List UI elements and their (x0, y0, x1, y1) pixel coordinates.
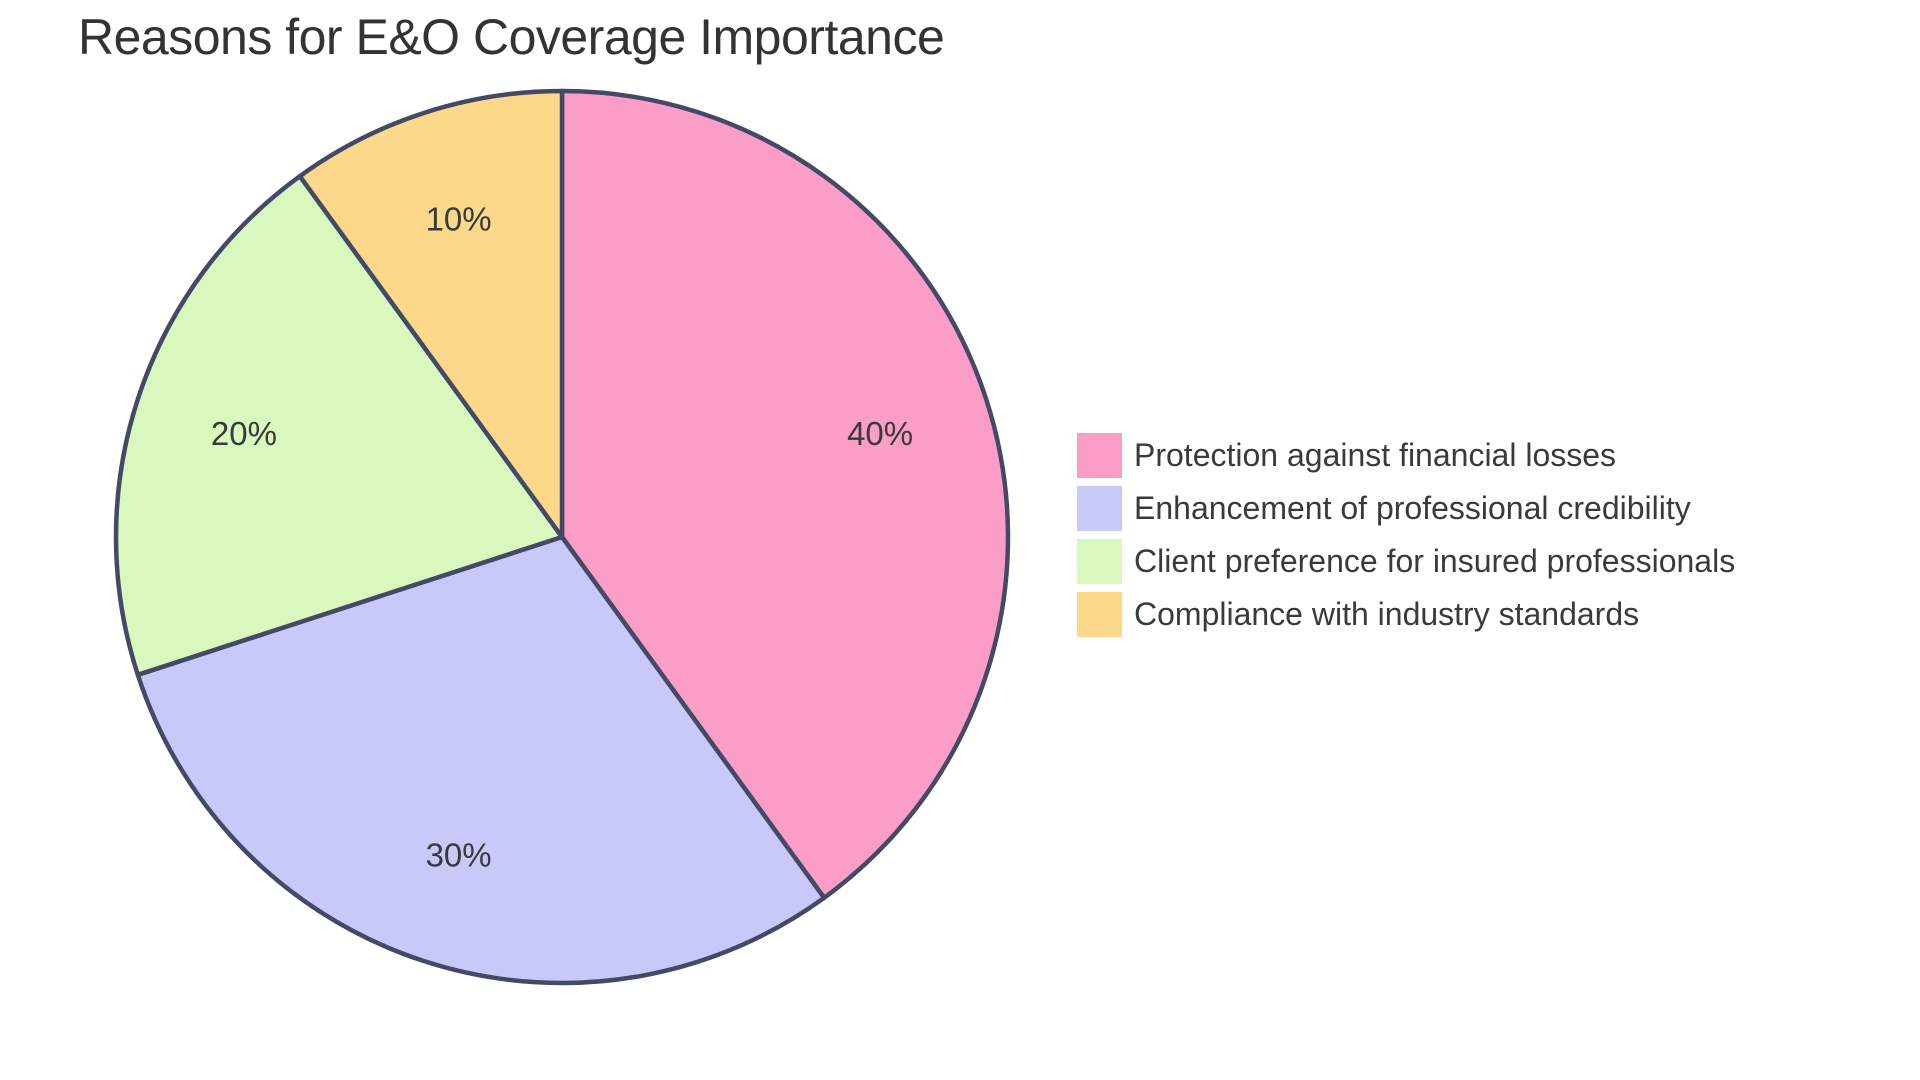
slice-percent-label-1: 40% (847, 415, 913, 452)
legend-swatch (1077, 539, 1122, 584)
pie-slice-3 (113, 173, 565, 678)
legend-label: Protection against financial losses (1134, 437, 1617, 473)
legend-item: Enhancement of professional credibility (1077, 486, 1735, 531)
pie-slice-2 (135, 534, 827, 986)
legend-label: Compliance with industry standards (1134, 596, 1640, 632)
pie-chart: 40% 30% 20% 10% (113, 88, 1011, 986)
slice-percent-label-4: 10% (426, 200, 492, 237)
legend-swatch (1077, 433, 1122, 478)
legend-item: Protection against financial losses (1077, 433, 1735, 478)
slice-percent-label-2: 30% (426, 837, 492, 874)
legend-swatch (1077, 486, 1122, 531)
pie-slice-4 (297, 88, 565, 540)
legend-label: Enhancement of professional credibility (1134, 490, 1691, 526)
legend-swatch (1077, 592, 1122, 637)
pie-slice-1 (559, 88, 1011, 901)
legend-label: Client preference for insured profession… (1134, 543, 1736, 579)
slice-percent-label-3: 20% (211, 415, 277, 452)
legend: Protection against financial losses Enha… (1077, 433, 1735, 637)
legend-item: Compliance with industry standards (1077, 592, 1735, 637)
chart-title: Reasons for E&O Coverage Importance (78, 9, 945, 65)
legend-item: Client preference for insured profession… (1077, 539, 1735, 584)
